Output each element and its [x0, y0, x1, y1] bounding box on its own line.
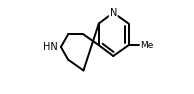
Text: HN: HN — [42, 42, 57, 52]
Text: Me: Me — [140, 41, 154, 50]
Text: N: N — [110, 8, 117, 18]
